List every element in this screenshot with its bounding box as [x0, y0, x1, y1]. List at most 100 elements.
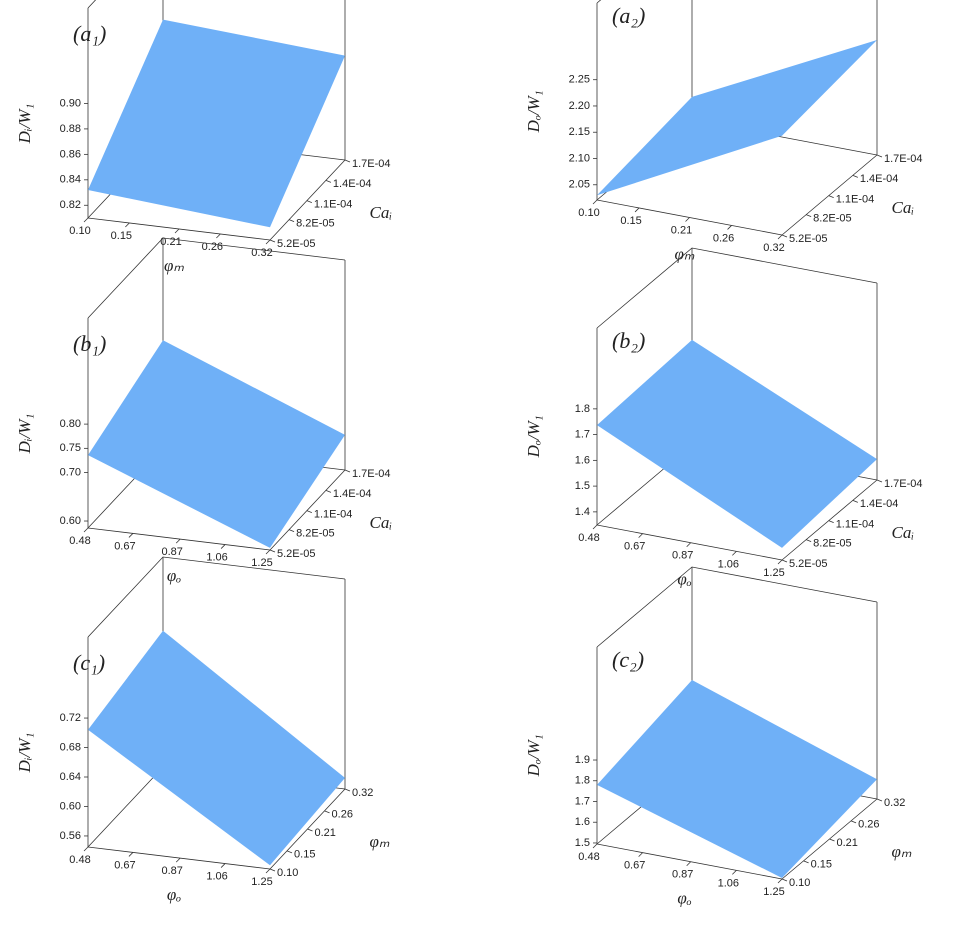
y-tick-label: 1.1E-04: [836, 194, 875, 206]
x-tick-label: 0.15: [620, 215, 641, 227]
x-tick-label: 0.67: [624, 541, 645, 553]
surface: [88, 19, 345, 228]
y-tick: [803, 860, 809, 864]
x-tick: [777, 878, 783, 884]
z-tick-label: 2.25: [569, 74, 590, 86]
y-tick-label: 0.32: [352, 787, 373, 799]
y-tick-label: 1.7E-04: [352, 468, 391, 480]
x-tick-label: 0.48: [578, 532, 599, 544]
surface: [597, 339, 877, 548]
x-tick: [777, 234, 783, 240]
y-tick-label: 5.2E-05: [277, 238, 316, 250]
x-tick: [220, 544, 226, 549]
y-tick: [829, 838, 835, 842]
z-tick-label: 0.64: [60, 771, 81, 783]
y-tick-label: 0.21: [315, 827, 336, 839]
y-axis-label: Caᵢ: [892, 523, 915, 542]
x-tick-label: 0.26: [713, 232, 734, 244]
x-tick: [265, 549, 271, 555]
x-tick-label: 1.06: [206, 870, 227, 882]
x-axis: [87, 527, 271, 551]
x-tick: [686, 542, 691, 548]
x-tick-label: 0.32: [763, 242, 784, 254]
z-tick-label: 0.68: [60, 741, 81, 753]
panel-label: (c₂): [612, 647, 644, 672]
x-axis-label: φₒ: [677, 569, 691, 588]
surface: [88, 340, 345, 548]
x-tick: [634, 207, 640, 213]
y-tick: [288, 219, 295, 223]
z-axis-label: Dₒ/W₁: [524, 90, 543, 133]
z-tick-label: 1.5: [575, 837, 590, 849]
y-tick-label: 1.4E-04: [333, 178, 372, 190]
y-tick-label: 5.2E-05: [277, 548, 316, 560]
panel-label: (b₂): [612, 328, 645, 353]
y-tick: [852, 499, 858, 503]
y-tick-label: 1.4E-04: [333, 488, 372, 500]
z-tick-label: 2.15: [569, 126, 590, 138]
x-tick-label: 0.87: [672, 869, 693, 881]
y-tick: [828, 195, 834, 199]
x-axis: [596, 524, 783, 561]
y-tick: [269, 239, 276, 243]
y-axis-label: φₘ: [370, 832, 390, 851]
y-tick-label: 5.2E-05: [789, 233, 828, 245]
y-tick: [286, 850, 293, 854]
y-tick-label: 8.2E-05: [296, 528, 335, 540]
z-tick-label: 0.56: [60, 830, 81, 842]
y-tick-label: 0.26: [858, 819, 879, 831]
x-tick: [638, 533, 643, 538]
x-tick-label: 0.32: [251, 247, 272, 259]
x-tick: [727, 225, 732, 230]
y-tick: [269, 868, 276, 872]
y-tick: [806, 214, 812, 218]
x-tick: [265, 868, 271, 874]
y-tick-label: 0.15: [294, 849, 315, 861]
x-axis-label: φₒ: [167, 566, 181, 585]
y-tick: [876, 479, 883, 483]
x-tick: [83, 217, 89, 223]
surface: [597, 680, 877, 878]
x-tick: [174, 228, 180, 234]
z-axis-label: Dₒ/W₁: [524, 734, 543, 777]
x-tick: [685, 217, 690, 222]
x-axis: [87, 846, 271, 870]
y-tick-label: 8.2E-05: [296, 218, 335, 230]
y-tick: [781, 878, 788, 882]
y-axis: [781, 154, 878, 236]
y-tick-label: 5.2E-05: [789, 558, 828, 570]
y-tick: [306, 510, 313, 514]
z-tick-label: 2.05: [569, 179, 590, 191]
y-tick-label: 0.15: [811, 859, 832, 871]
y-tick-label: 0.26: [332, 809, 353, 821]
x-axis-label: φₒ: [167, 885, 181, 904]
y-tick-label: 8.2E-05: [813, 538, 852, 550]
z-tick-label: 0.88: [60, 123, 81, 135]
x-tick-label: 0.48: [578, 851, 599, 863]
x-tick-label: 0.87: [672, 550, 693, 562]
x-tick: [128, 533, 134, 538]
x-tick-label: 1.25: [251, 876, 272, 888]
y-tick: [288, 529, 295, 533]
y-tick: [306, 200, 313, 204]
panel-label: (c₁): [73, 650, 105, 675]
box-edge: [596, 247, 878, 329]
z-axis-label: Dᵢ/W₁: [15, 104, 34, 145]
x-tick-label: 1.06: [206, 551, 227, 563]
y-tick: [876, 798, 883, 802]
z-tick-label: 0.84: [60, 174, 81, 186]
x-axis-label: φₒ: [677, 888, 691, 907]
y-tick: [344, 159, 351, 163]
z-tick-label: 0.75: [60, 442, 81, 454]
z-tick-label: 0.86: [60, 148, 81, 160]
y-tick-label: 1.1E-04: [836, 519, 875, 531]
x-tick: [592, 843, 598, 849]
x-tick: [83, 527, 89, 533]
z-tick-label: 1.4: [575, 506, 590, 518]
panel-label: (a₂): [612, 3, 645, 28]
z-tick-label: 1.8: [575, 775, 590, 787]
y-axis-label: Caᵢ: [892, 198, 915, 217]
y-tick: [781, 559, 788, 563]
y-axis: [781, 479, 878, 561]
x-tick: [175, 538, 181, 544]
